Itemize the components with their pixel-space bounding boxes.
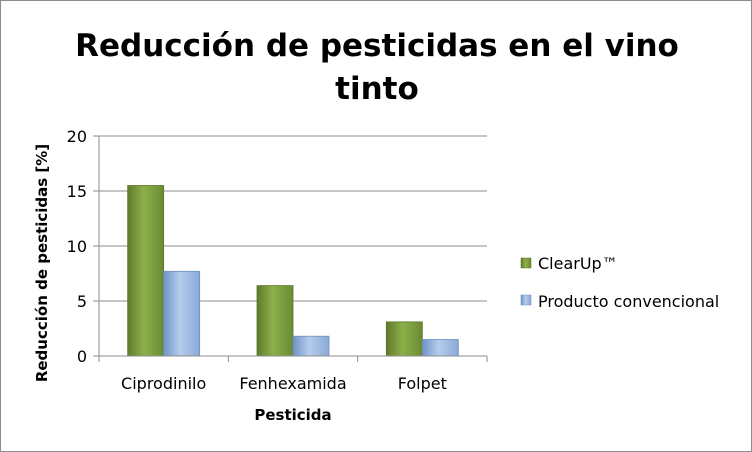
bar-producto-convencional-2 (421, 339, 459, 357)
y-axis-ticks: 0 5 10 15 20 (67, 127, 99, 366)
bar-clearup-0 (127, 185, 165, 357)
x-tick-label-2: Folpet (398, 374, 447, 393)
legend: ClearUp™ Producto convencional (520, 254, 719, 311)
chart-title-line-2: tinto (335, 71, 419, 107)
x-axis-ticks: Ciprodinilo Fenhexamida Folpet (98, 355, 488, 393)
legend-swatch-clearup (520, 257, 532, 269)
legend-label-clearup: ClearUp™ (538, 254, 618, 273)
x-tick-label-0: Ciprodinilo (121, 374, 206, 393)
y-tick-label-2: 10 (67, 237, 87, 256)
y-tick-label-4: 20 (67, 127, 87, 146)
bar-clearup-2 (385, 321, 423, 357)
x-axis-label: Pesticida (254, 406, 331, 424)
x-tick-label-1: Fenhexamida (239, 374, 346, 393)
bar-clearup-1 (256, 285, 294, 357)
y-tick-label-1: 5 (77, 292, 87, 311)
legend-label-producto-convencional: Producto convencional (538, 292, 719, 311)
bars (127, 185, 459, 357)
chart-title-line-1: Reducción de pesticidas en el vino (75, 28, 679, 64)
legend-swatch-producto-convencional (520, 294, 532, 306)
y-tick-label-3: 15 (67, 182, 87, 201)
bar-producto-convencional-0 (163, 270, 201, 357)
y-tick-label-0: 0 (77, 347, 87, 366)
y-axis-label: Reducción de pesticidas [%] (33, 144, 51, 382)
bar-producto-convencional-1 (292, 335, 330, 357)
